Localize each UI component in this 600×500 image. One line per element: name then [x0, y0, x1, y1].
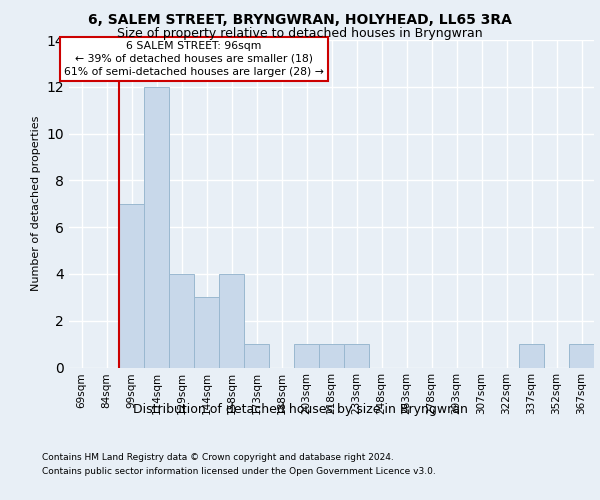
Text: Distribution of detached houses by size in Bryngwran: Distribution of detached houses by size … [133, 402, 467, 415]
Text: 6, SALEM STREET, BRYNGWRAN, HOLYHEAD, LL65 3RA: 6, SALEM STREET, BRYNGWRAN, HOLYHEAD, LL… [88, 12, 512, 26]
Bar [119, 204, 144, 368]
Bar [319, 344, 344, 368]
Y-axis label: Number of detached properties: Number of detached properties [31, 116, 41, 292]
Bar [569, 344, 594, 368]
Bar [244, 344, 269, 368]
Bar [219, 274, 244, 368]
Bar [294, 344, 319, 368]
Bar [519, 344, 544, 368]
Text: 6 SALEM STREET: 96sqm
← 39% of detached houses are smaller (18)
61% of semi-deta: 6 SALEM STREET: 96sqm ← 39% of detached … [64, 40, 324, 77]
Bar [144, 87, 169, 368]
Text: Contains HM Land Registry data © Crown copyright and database right 2024.: Contains HM Land Registry data © Crown c… [42, 454, 394, 462]
Text: Size of property relative to detached houses in Bryngwran: Size of property relative to detached ho… [117, 28, 483, 40]
Bar [169, 274, 194, 368]
Bar [344, 344, 369, 368]
Text: Contains public sector information licensed under the Open Government Licence v3: Contains public sector information licen… [42, 467, 436, 476]
Bar [194, 298, 219, 368]
